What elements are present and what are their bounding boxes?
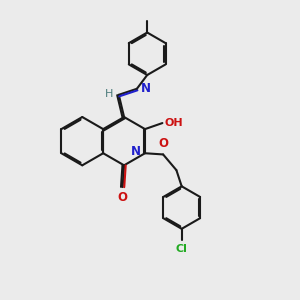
Text: N: N [141, 82, 151, 95]
Text: H: H [105, 89, 113, 99]
Text: O: O [118, 191, 128, 204]
Text: OH: OH [165, 118, 183, 128]
Text: O: O [158, 137, 168, 150]
Text: Cl: Cl [176, 244, 188, 254]
Text: N: N [131, 145, 141, 158]
